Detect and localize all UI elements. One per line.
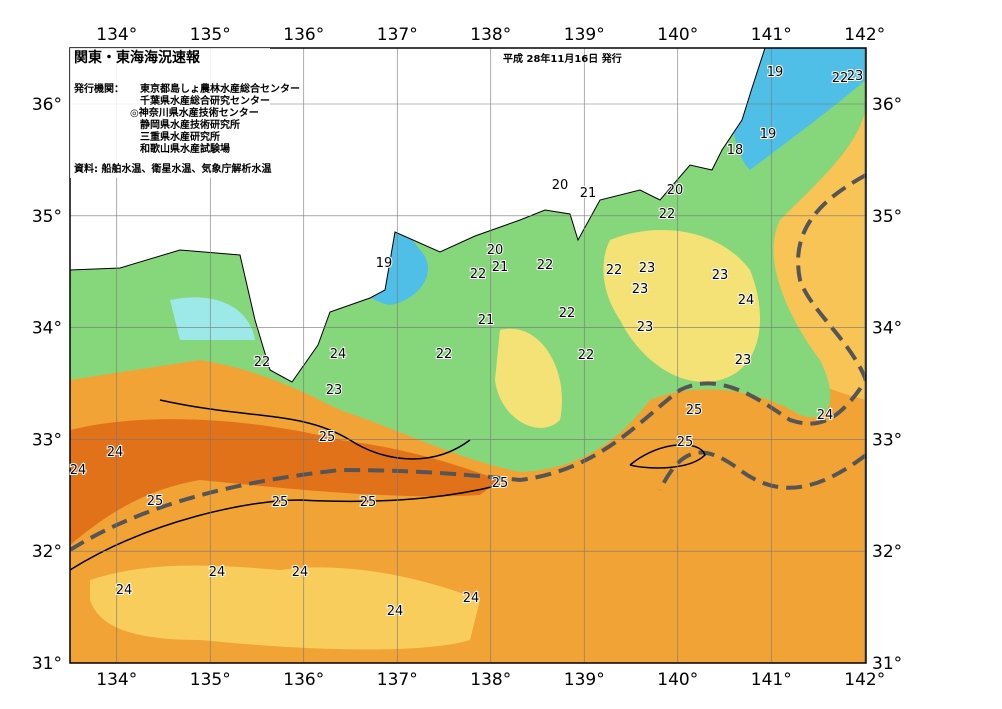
- isotherm-label: 22: [254, 355, 271, 370]
- bay-water: [170, 297, 255, 340]
- isotherm-label: 23: [639, 261, 656, 276]
- isotherm-label: 22: [659, 207, 676, 222]
- isotherm-label: 23: [632, 282, 649, 297]
- lon-tick-label: 134°: [96, 25, 137, 45]
- lat-tick-label: 36°: [32, 95, 62, 115]
- lon-tick-label: 138°: [470, 25, 511, 45]
- title: 関東・東海海況速報: [74, 49, 201, 66]
- kuroshio-axis: [70, 378, 866, 552]
- issuer-list: 東京都島しょ農林水産総合センター千葉県水産総合研究センター◎神奈川県水産技術セン…: [130, 82, 300, 155]
- isotherm-label: 22: [436, 347, 453, 362]
- sea-surface: [70, 48, 866, 663]
- isotherm-label: 23: [326, 383, 343, 398]
- issuer: 和歌山県水産試験場: [139, 142, 230, 155]
- isotherm-label: 25: [360, 495, 377, 510]
- isotherm-label: 25: [319, 430, 336, 445]
- lon-tick-label: 135°: [190, 670, 231, 690]
- isotherm-label: 19: [767, 65, 784, 80]
- isotherm-label: 24: [209, 565, 226, 580]
- isotherm-label: 24: [116, 583, 133, 598]
- isotherm-label: 25: [272, 495, 289, 510]
- isotherm-label: 25: [492, 476, 509, 491]
- isotherm-label: 25: [686, 403, 703, 418]
- isotherm-label: 19: [760, 127, 777, 142]
- issuer: 東京都島しょ農林水産総合センター: [140, 82, 300, 95]
- warm-eddy: [603, 230, 760, 382]
- lon-tick-label: 137°: [377, 670, 418, 690]
- isotherm-label: 20: [487, 243, 504, 258]
- cool-water: [90, 565, 480, 650]
- lon-tick-label: 134°: [96, 670, 137, 690]
- isotherm-label: 23: [637, 320, 654, 335]
- isotherm-label: 24: [70, 463, 87, 478]
- lon-tick-label: 140°: [657, 670, 698, 690]
- isotherm-label: 22: [832, 71, 849, 86]
- lat-tick-label: 31°: [872, 654, 902, 674]
- issuer: 三重県水産研究所: [140, 130, 220, 143]
- cold-water: [720, 48, 866, 170]
- lat-tick-label: 35°: [32, 207, 62, 227]
- isotherm-label: 24: [817, 408, 834, 423]
- issuer: 千葉県水産総合研究センター: [140, 94, 270, 107]
- lat-tick-label: 34°: [32, 319, 62, 339]
- issuer: 静岡県水産技術研究所: [140, 118, 240, 131]
- isotherm-label: 24: [738, 293, 755, 308]
- isotherm-label: 25: [677, 435, 694, 450]
- isotherm-label: 20: [552, 178, 569, 193]
- lon-tick-label: 140°: [657, 25, 698, 45]
- isotherm-label: 24: [387, 604, 404, 619]
- issuer: ◎神奈川県水産技術センター: [130, 106, 259, 119]
- kuroshio-axis: [658, 173, 866, 491]
- lon-tick-label: 137°: [377, 25, 418, 45]
- lat-tick-label: 31°: [32, 654, 62, 674]
- isotherm-label: 24: [107, 445, 124, 460]
- isotherm-label: 21: [478, 313, 495, 328]
- isotherm-label: 24: [463, 591, 480, 606]
- issue-date: 平成 28年11月16日 発行: [503, 52, 622, 65]
- isotherm-label: 22: [470, 267, 487, 282]
- lat-tick-label: 32°: [872, 542, 902, 562]
- lon-tick-label: 136°: [283, 670, 324, 690]
- lat-tick-label: 34°: [872, 319, 902, 339]
- isotherm: [70, 399, 706, 571]
- issuer-label: 発行機関：: [73, 82, 124, 95]
- lon-tick-label: 138°: [470, 670, 511, 690]
- lat-tick-label: 33°: [32, 430, 62, 450]
- isotherm-label: 21: [492, 260, 509, 275]
- isotherm-label: 20: [667, 183, 684, 198]
- isotherm-label: 22: [606, 263, 623, 278]
- lon-tick-label: 142°: [844, 670, 885, 690]
- isotherm-label: 18: [727, 143, 744, 158]
- lon-tick-label: 141°: [751, 670, 792, 690]
- isotherm-label: 22: [559, 306, 576, 321]
- lat-tick-label: 36°: [872, 95, 902, 115]
- source: 資料: 船舶水温、衛星水温、気象庁解析水温: [74, 162, 271, 175]
- isotherm-label: 25: [147, 494, 164, 509]
- lon-tick-label: 141°: [751, 25, 792, 45]
- isotherm-label: 21: [580, 186, 597, 201]
- lon-tick-label: 139°: [564, 25, 605, 45]
- isotherm-label: 22: [578, 348, 595, 363]
- isotherm-label: 23: [712, 268, 729, 283]
- isotherm-label: 23: [735, 353, 752, 368]
- lon-tick-label: 139°: [564, 670, 605, 690]
- isotherm-label: 22: [537, 258, 554, 273]
- lon-tick-label: 142°: [844, 25, 885, 45]
- warm-eddy: [495, 328, 562, 428]
- isotherm-label: 23: [847, 69, 864, 84]
- isotherm-label: 24: [330, 347, 347, 362]
- lon-tick-label: 136°: [283, 25, 324, 45]
- isotherm-label: 19: [376, 256, 393, 271]
- kuroshio-core: [70, 419, 500, 545]
- lat-tick-label: 33°: [872, 430, 902, 450]
- isotherm-label: 24: [292, 565, 309, 580]
- lat-tick-label: 35°: [872, 207, 902, 227]
- map-frame: [69, 47, 867, 664]
- legend-box: [70, 48, 270, 178]
- lon-tick-label: 135°: [190, 25, 231, 45]
- lat-tick-label: 32°: [32, 542, 62, 562]
